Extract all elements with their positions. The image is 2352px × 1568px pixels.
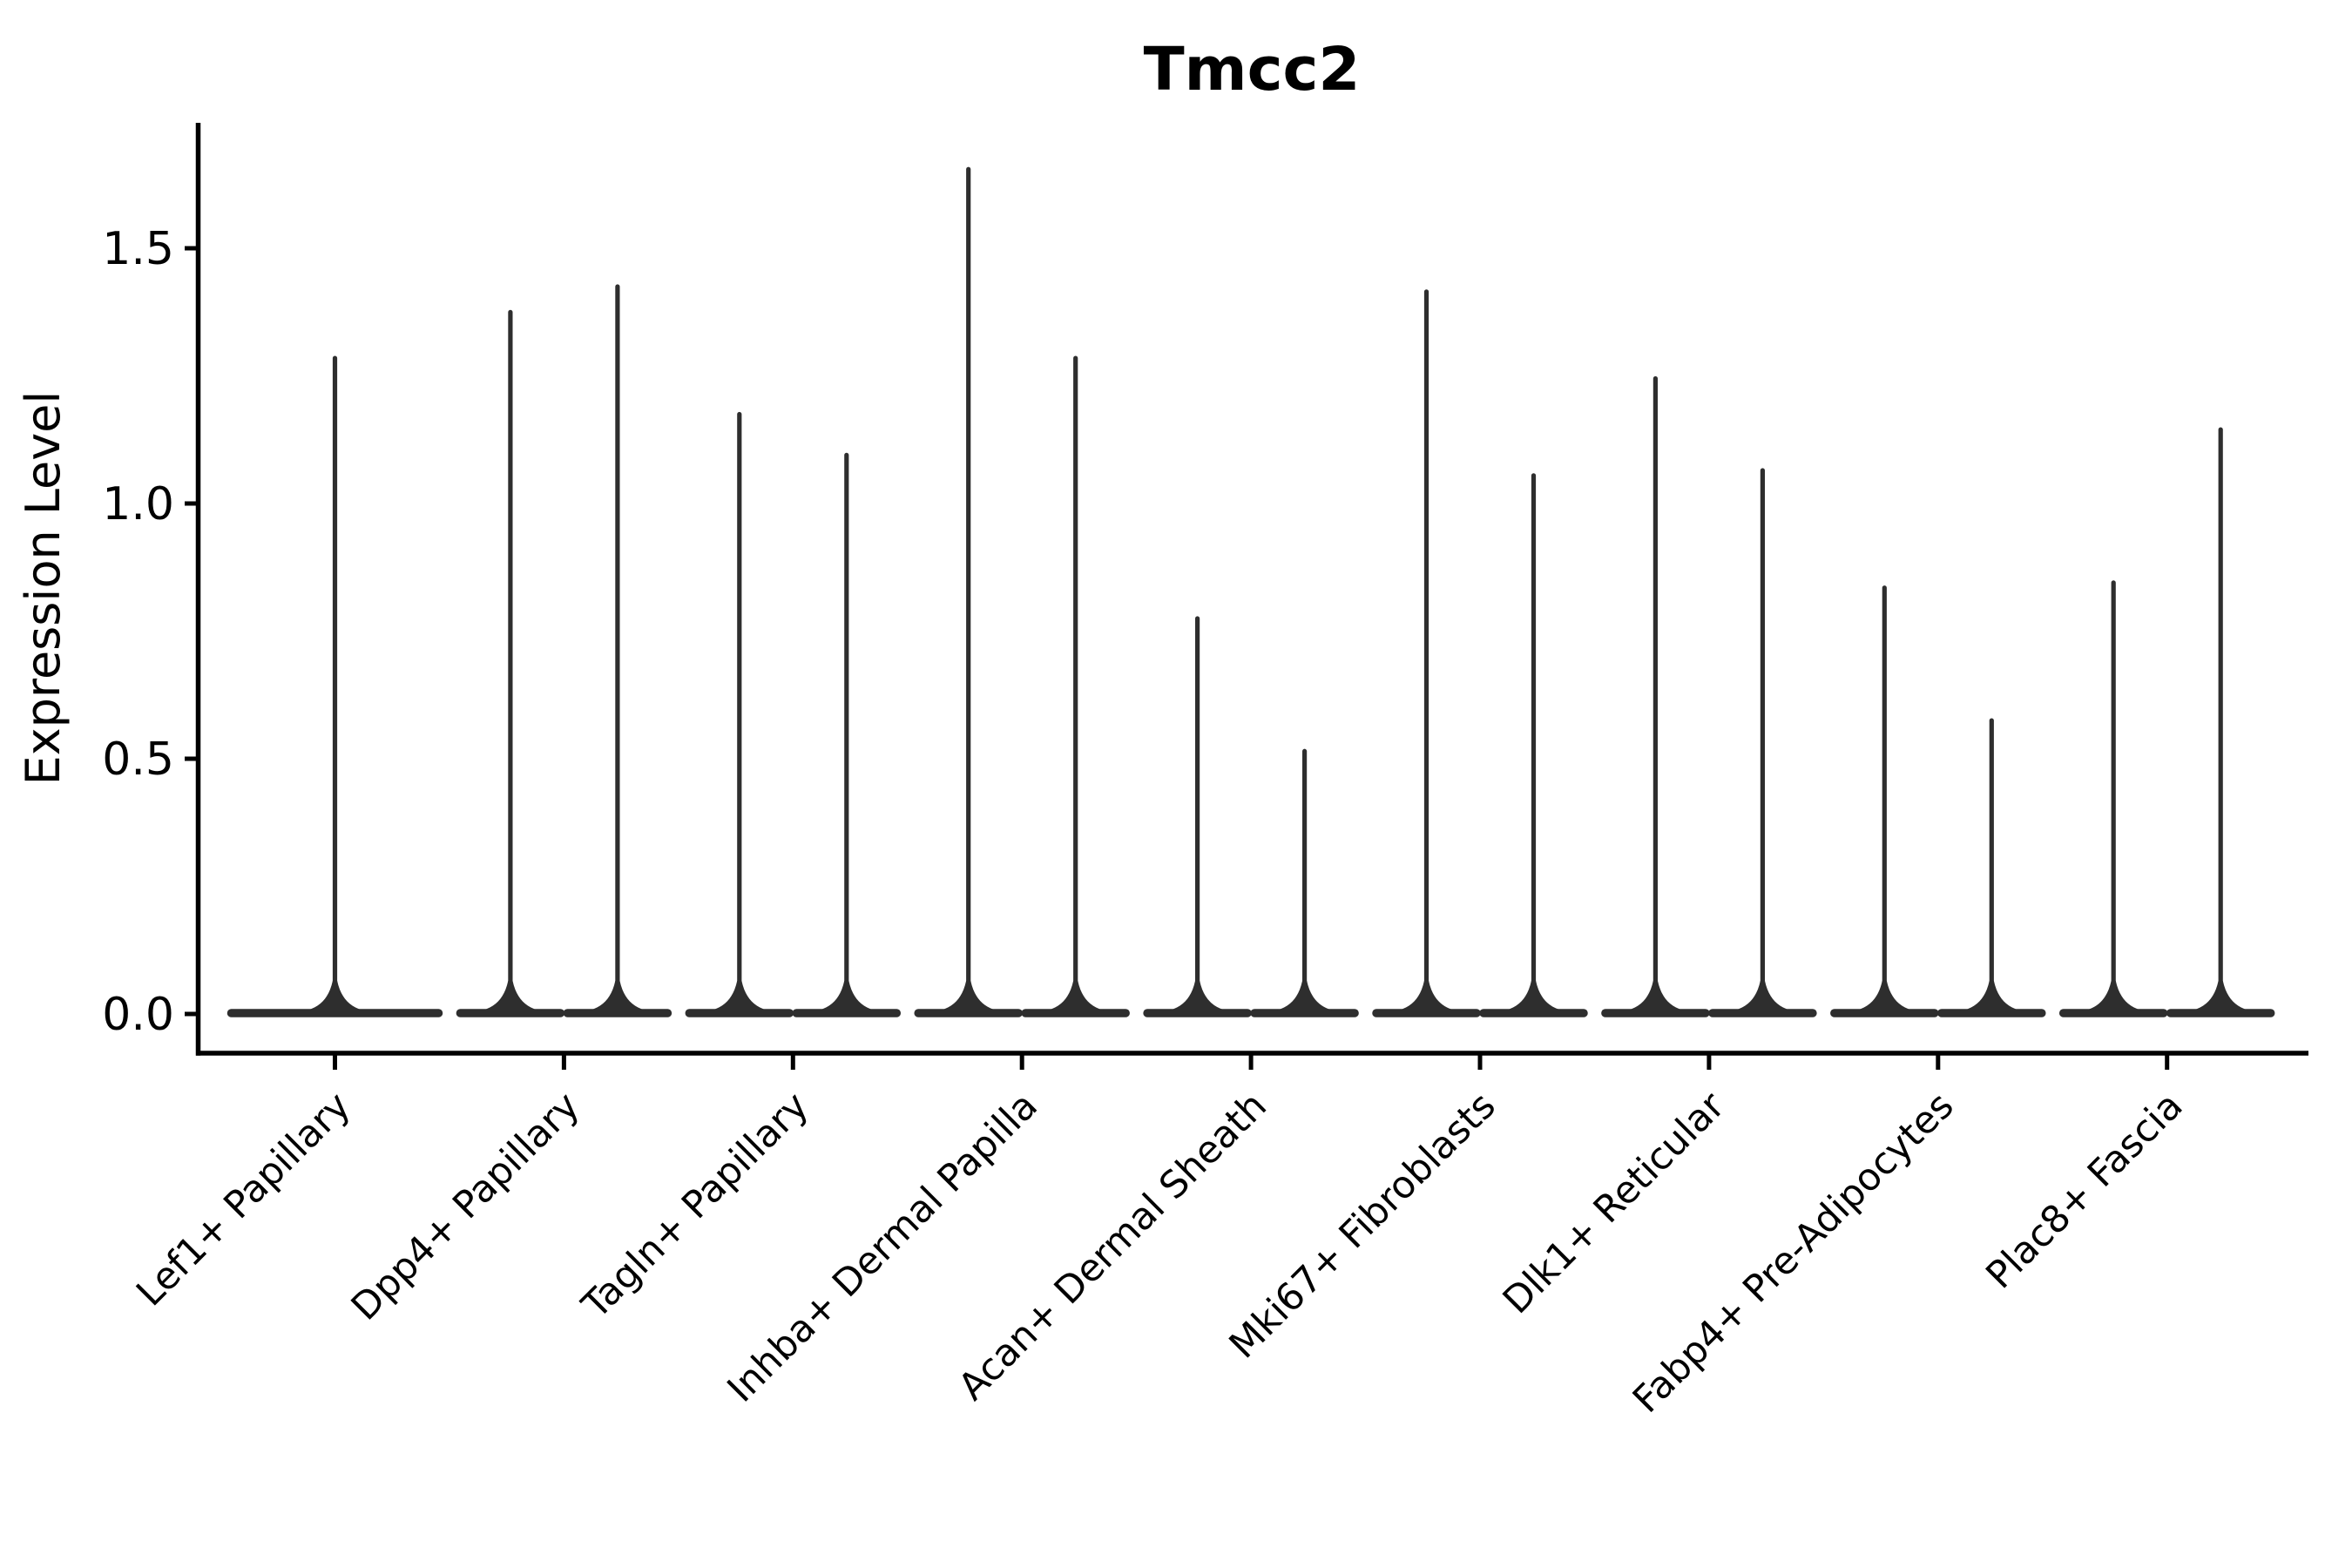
x-tick-label: Plac8+ Fascia — [1978, 1084, 2192, 1297]
violin-flare — [707, 981, 771, 1014]
violin-flare — [1044, 981, 1107, 1014]
violin-flare — [1853, 981, 1916, 1014]
violin-flare — [1731, 981, 1794, 1014]
violin-flare — [1395, 981, 1458, 1014]
violin-flare — [1960, 981, 2024, 1014]
violin-flare — [1273, 981, 1336, 1014]
violin-flare — [2082, 981, 2146, 1014]
y-tick-label: 0.5 — [102, 733, 174, 786]
x-tick-label: Dpp4+ Papillary — [343, 1084, 588, 1328]
x-tick-label: Dlk1+ Reticular — [1495, 1084, 1734, 1322]
y-tick-label: 1.0 — [102, 478, 174, 531]
violin-flare — [478, 981, 542, 1014]
violin-flare — [814, 981, 878, 1014]
y-axis-label: Expression Level — [16, 391, 71, 786]
violin-flare — [1166, 981, 1229, 1014]
violin-flare — [585, 981, 649, 1014]
x-tick-label: Lef1+ Papillary — [128, 1084, 359, 1315]
violin-flare — [1502, 981, 1565, 1014]
x-tick-label: Tagln+ Papillary — [573, 1084, 817, 1328]
violin-flare — [936, 981, 1000, 1014]
y-tick-label: 0.0 — [102, 989, 174, 1041]
chart-title: Tmcc2 — [1144, 35, 1361, 105]
y-tick-label: 1.5 — [102, 223, 174, 275]
violin-flare — [303, 981, 367, 1014]
violin-flare — [1624, 981, 1687, 1014]
x-tick-label: Mki67+ Fibroblasts — [1221, 1084, 1504, 1367]
violin-flare — [2189, 981, 2253, 1014]
